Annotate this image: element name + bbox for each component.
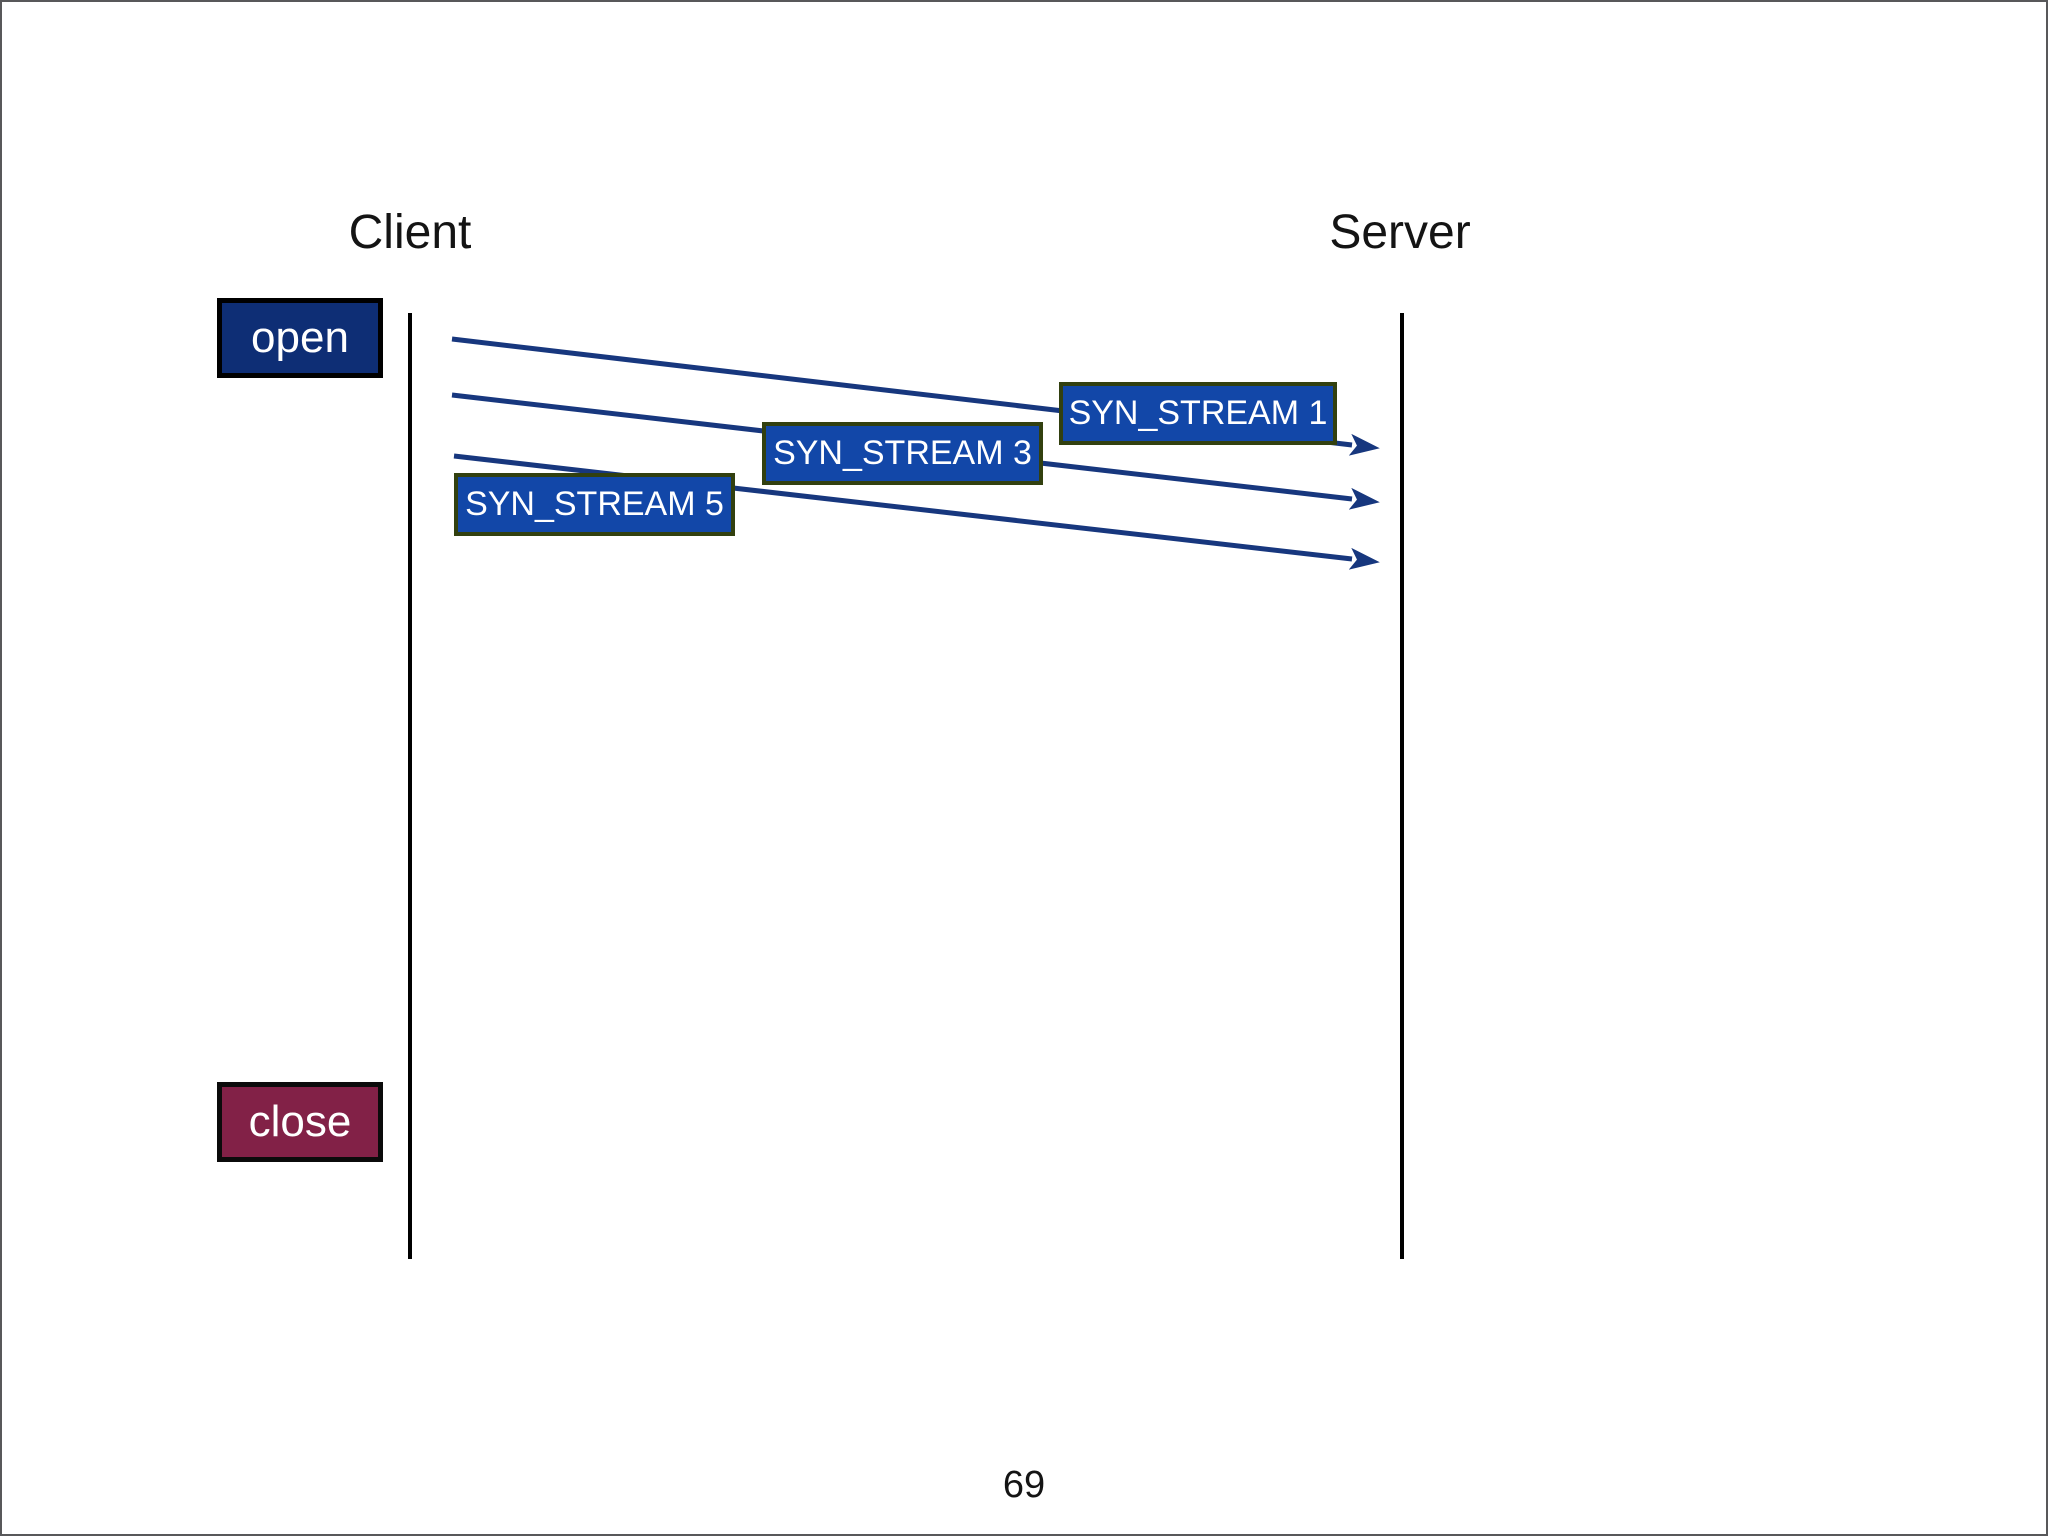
actor-label-client: Client (348, 206, 472, 259)
actor-label-server: Server (1329, 206, 1471, 259)
message-label-syn-stream-5: SYN_STREAM 5 (465, 485, 724, 523)
state-close-label: close (248, 1097, 352, 1146)
message-box-syn-stream-5: SYN_STREAM 5 (454, 473, 735, 536)
message-label-syn-stream-3: SYN_STREAM 3 (773, 434, 1032, 472)
server-lifeline (1400, 313, 1404, 1259)
client-lifeline (408, 313, 412, 1259)
page-number: 69 (1002, 1464, 1046, 1506)
state-open-label: open (251, 313, 349, 362)
message-box-syn-stream-1: SYN_STREAM 1 (1059, 382, 1337, 445)
message-box-syn-stream-3: SYN_STREAM 3 (762, 422, 1043, 485)
state-box-open: open (217, 298, 383, 378)
state-box-close: close (217, 1082, 383, 1162)
message-label-syn-stream-1: SYN_STREAM 1 (1068, 394, 1328, 432)
